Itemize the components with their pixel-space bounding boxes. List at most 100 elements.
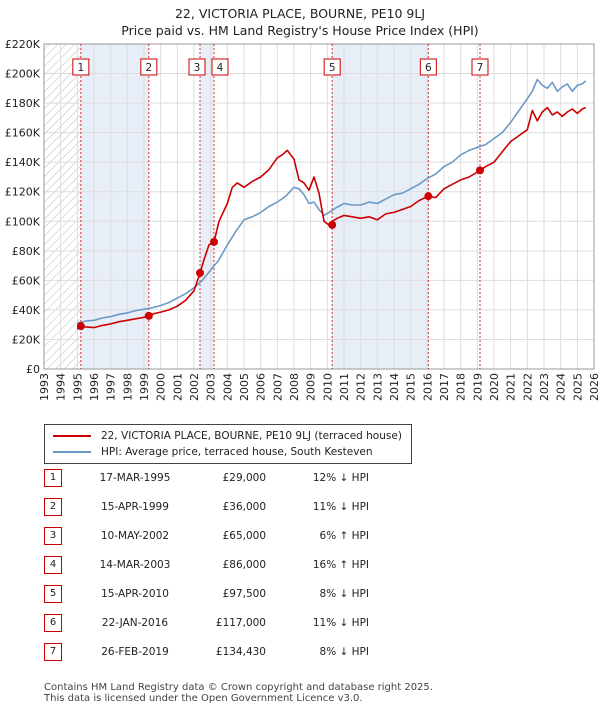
x-tick-label: 2013 [371,373,384,401]
y-tick-label: £160K [5,127,41,140]
sale-number-badge: 2 [44,498,62,516]
x-tick-label: 2024 [555,373,568,401]
sale-price: £65,000 [222,530,266,542]
sale-row: 1 17-MAR-1995 £29,000 12% ↓ HPI [44,468,464,488]
sale-hpi-diff: 12% ↓ HPI [312,472,369,484]
x-tick-label: 2026 [588,373,600,401]
sale-hpi-diff: 11% ↓ HPI [312,501,369,513]
x-tick-label: 1997 [105,373,118,401]
sale-row: 4 14-MAR-2003 £86,000 16% ↑ HPI [44,555,464,575]
x-tick-label: 2018 [455,373,468,401]
x-tick-label: 2012 [355,373,368,401]
sale-number-box [323,58,341,76]
sale-row: 3 10-MAY-2002 £65,000 6% ↑ HPI [44,526,464,546]
sale-point [210,237,218,246]
y-tick-label: £20K [12,333,41,346]
y-tick-label: £60K [12,274,41,287]
sale-number-box [188,58,206,76]
sale-price: £86,000 [222,559,266,571]
x-tick-label: 1993 [38,373,51,401]
sale-date: 14-MAR-2003 [99,559,171,571]
y-tick-label: £140K [5,156,41,169]
x-tick-label: 2003 [205,373,218,401]
sale-price: £36,000 [222,501,266,513]
sale-hpi-diff: 8% ↓ HPI [319,646,369,658]
sale-row: 7 26-FEB-2019 £134,430 8% ↓ HPI [44,642,464,662]
sale-number-label: 1 [77,62,84,74]
y-tick-label: £220K [5,38,41,51]
sale-number-badge: 6 [44,614,62,632]
x-tick-label: 2021 [505,373,518,401]
sale-number-label: 5 [329,62,336,74]
sale-number-label: 2 [145,62,152,74]
plot-border [43,43,595,370]
chart-title-line-1: 22, VICTORIA PLACE, BOURNE, PE10 9LJ [174,6,426,21]
sale-point [328,220,337,229]
sale-date: 26-FEB-2019 [101,646,169,658]
x-tick-label: 1998 [121,373,134,401]
sale-price: £117,000 [215,617,266,629]
y-tick-label: £200K [5,68,41,81]
sale-date: 22-JAN-2016 [101,617,169,629]
x-tick-label: 2006 [255,373,268,401]
legend-label-price: 22, VICTORIA PLACE, BOURNE, PE10 9LJ (te… [101,430,402,442]
sale-number-box [211,58,229,76]
price-paid-line [76,106,587,330]
sale-row: 2 15-APR-1999 £36,000 11% ↓ HPI [44,497,464,517]
sale-number-label: 3 [194,62,201,74]
sale-date: 15-APR-1999 [101,501,169,513]
chart-legend: 22, VICTORIA PLACE, BOURNE, PE10 9LJ (te… [44,424,412,464]
shaded-band [200,44,214,369]
sale-row: 6 22-JAN-2016 £117,000 11% ↓ HPI [44,613,464,633]
sale-price: £134,430 [215,646,266,658]
x-tick-label: 2010 [321,373,334,401]
sale-point [476,166,484,175]
x-tick-label: 2017 [438,373,451,401]
price-chart: £0 £20K £40K £60K £80K £100K £120K £140K £160K £1… [5,38,600,401]
sale-point [424,192,433,201]
x-tick-label: 2011 [338,373,351,401]
sale-date: 17-MAR-1995 [99,472,171,484]
sale-date: 15-APR-2010 [101,588,169,600]
sale-price: £97,500 [222,588,266,600]
sale-number-badge: 1 [44,469,62,487]
x-tick-label: 2025 [571,373,584,401]
legend-label-hpi: HPI: Average price, terraced house, Sout… [101,446,373,458]
x-tick-label: 2002 [188,373,201,401]
x-tick-label: 2004 [221,373,234,401]
sale-number-label: 4 [217,62,224,74]
x-tick-label: 2009 [305,373,318,401]
legend-swatch-price [53,435,91,437]
sale-number-box [419,58,437,76]
x-tick-label: 2014 [388,373,401,401]
x-tick-label: 2015 [405,373,418,401]
chart-title: 22, VICTORIA PLACE, BOURNE, PE10 9LJ Pri… [0,5,600,39]
legend-item-hpi: HPI: Average price, terraced house, Sout… [53,444,373,460]
sale-number-label: 7 [477,62,484,74]
x-tick-label: 1996 [88,373,101,401]
x-tick-label: 2022 [521,373,534,401]
sale-hpi-diff: 11% ↓ HPI [312,617,369,629]
sale-point [196,268,204,277]
footer-line-2: This data is licensed under the Open Gov… [44,693,363,704]
shaded-band [332,44,429,369]
sale-number-box [140,58,158,76]
x-tick-label: 2020 [488,373,501,401]
sale-row: 5 15-APR-2010 £97,500 8% ↓ HPI [44,584,464,604]
x-tick-label: 2005 [238,373,251,401]
sale-hpi-diff: 16% ↑ HPI [312,559,369,571]
x-tick-label: 1995 [71,373,84,401]
sale-number-badge: 4 [44,556,62,574]
y-tick-label: £180K [5,97,41,110]
x-tick-label: 1994 [55,373,68,401]
y-tick-label: £0 [26,363,40,376]
sale-price: £29,000 [222,472,266,484]
x-tick-label: 2001 [171,373,184,401]
y-tick-label: £80K [12,245,41,258]
footer-line-1: Contains HM Land Registry data © Crown c… [44,682,433,693]
sale-hpi-diff: 6% ↑ HPI [319,530,369,542]
sale-number-badge: 5 [44,585,62,603]
legend-item-price: 22, VICTORIA PLACE, BOURNE, PE10 9LJ (te… [53,428,402,444]
x-tick-label: 1999 [138,373,151,401]
hpi-line [77,78,587,324]
